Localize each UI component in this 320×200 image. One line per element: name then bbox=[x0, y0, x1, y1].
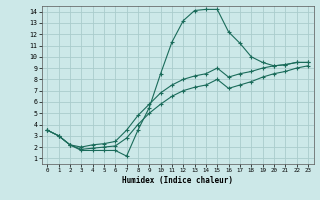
X-axis label: Humidex (Indice chaleur): Humidex (Indice chaleur) bbox=[122, 176, 233, 185]
